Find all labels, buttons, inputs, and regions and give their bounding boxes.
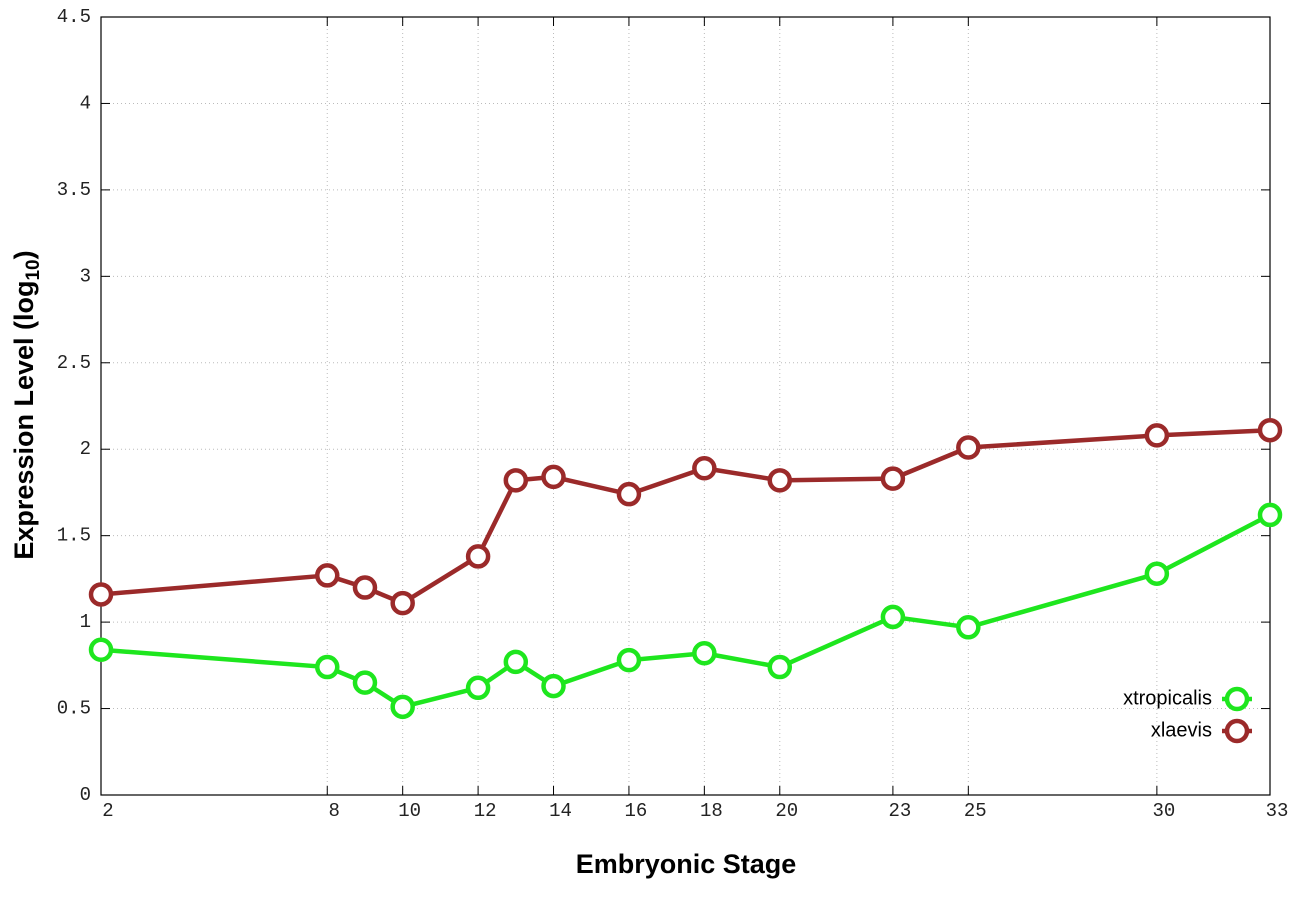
x-tick-label: 20 <box>775 800 798 822</box>
x-tick-label: 25 <box>964 800 987 822</box>
data-point <box>956 615 981 640</box>
data-point <box>88 637 114 663</box>
y-tick-label: 3.5 <box>57 179 91 201</box>
y-tick-label: 4 <box>80 92 91 114</box>
plot-frame <box>100 16 1271 796</box>
y-axis-label-sub: 10 <box>23 259 44 280</box>
x-tick-label: 12 <box>474 800 497 822</box>
data-point <box>616 647 642 673</box>
data-point <box>88 582 114 607</box>
x-tick-label: 18 <box>700 800 723 822</box>
data-point <box>352 575 378 600</box>
x-tick-label: 2 <box>102 800 113 822</box>
y-axis-label: Expression Level (log10) <box>9 250 44 559</box>
y-tick-label: 1 <box>80 611 91 633</box>
x-tick-label: 23 <box>888 800 911 822</box>
data-point <box>503 649 529 675</box>
legend-label: xlaevis <box>1151 719 1212 741</box>
legend-marker <box>1224 686 1250 712</box>
x-tick-label: 30 <box>1152 800 1175 822</box>
data-point <box>541 673 566 699</box>
y-axis-label-end: ) <box>9 250 39 259</box>
y-tick-label: 3 <box>80 265 91 287</box>
data-point <box>880 604 906 630</box>
legend-marker <box>1224 718 1250 744</box>
y-tick-label: 1.5 <box>57 525 91 547</box>
y-axis-label-main: Expression Level (log <box>9 281 39 560</box>
data-point <box>1257 417 1283 443</box>
legend-label: xtropicalis <box>1123 687 1212 709</box>
y-tick-label: 0.5 <box>57 698 91 720</box>
y-tick-label: 4.5 <box>57 6 91 28</box>
x-tick-label: 33 <box>1266 800 1289 822</box>
data-point <box>1144 423 1170 448</box>
y-tick-label: 0 <box>80 784 91 806</box>
data-point <box>541 464 566 490</box>
y-tick-label: 2.5 <box>57 352 91 374</box>
data-point <box>352 670 378 695</box>
x-tick-label: 16 <box>625 800 648 822</box>
data-point <box>390 694 415 720</box>
data-point <box>1257 502 1283 528</box>
data-point <box>465 544 491 569</box>
x-axis-label: Embryonic Stage <box>576 849 797 879</box>
x-tick-label: 8 <box>329 800 340 822</box>
data-point <box>880 466 906 491</box>
data-point <box>692 455 717 481</box>
data-point <box>692 640 717 666</box>
data-point <box>767 468 793 493</box>
data-point <box>503 468 529 493</box>
x-tick-label: 14 <box>549 800 572 822</box>
data-point <box>767 654 793 680</box>
data-point <box>315 654 340 680</box>
data-point <box>956 435 981 460</box>
data-point <box>1144 561 1170 586</box>
data-point <box>390 590 415 616</box>
y-tick-label: 2 <box>80 438 91 460</box>
data-point <box>616 481 642 507</box>
x-tick-label: 10 <box>398 800 421 822</box>
data-point <box>315 563 340 588</box>
data-point <box>465 675 491 701</box>
